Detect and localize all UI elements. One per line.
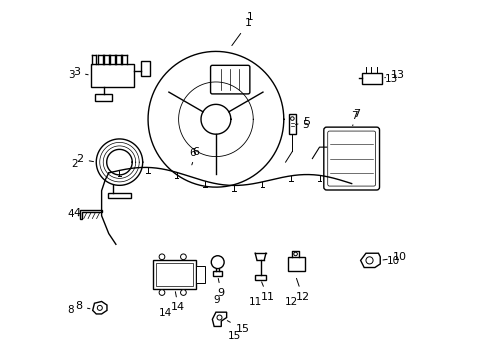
Text: 1: 1 xyxy=(246,13,253,22)
Bar xyxy=(91,64,134,87)
Bar xyxy=(362,73,381,84)
Text: 4: 4 xyxy=(68,209,74,219)
Bar xyxy=(141,61,149,76)
Text: 5: 5 xyxy=(302,120,308,130)
Text: 5: 5 xyxy=(295,117,310,127)
Circle shape xyxy=(180,290,186,296)
Polygon shape xyxy=(360,253,380,267)
Bar xyxy=(108,193,131,198)
Text: 6: 6 xyxy=(191,147,199,165)
Text: 8: 8 xyxy=(67,305,73,315)
FancyBboxPatch shape xyxy=(323,127,379,190)
Circle shape xyxy=(211,256,224,269)
Text: 13: 13 xyxy=(384,70,404,80)
Text: 8: 8 xyxy=(75,301,90,311)
Text: 10: 10 xyxy=(382,252,406,262)
Polygon shape xyxy=(212,312,226,327)
Text: 7: 7 xyxy=(352,109,360,126)
Bar xyxy=(95,94,112,102)
Circle shape xyxy=(180,254,186,260)
Bar xyxy=(288,257,304,271)
Bar xyxy=(213,271,222,276)
Circle shape xyxy=(290,117,294,120)
Text: 9: 9 xyxy=(213,296,220,305)
Bar xyxy=(255,275,265,280)
FancyBboxPatch shape xyxy=(327,131,375,186)
Circle shape xyxy=(159,254,164,260)
Circle shape xyxy=(159,290,164,296)
Text: 15: 15 xyxy=(227,321,249,334)
Text: 10: 10 xyxy=(386,256,400,266)
Bar xyxy=(153,260,196,289)
Text: 7: 7 xyxy=(350,111,357,121)
Text: 3: 3 xyxy=(68,70,74,80)
Text: 3: 3 xyxy=(73,67,88,77)
Text: 6: 6 xyxy=(189,148,196,158)
Polygon shape xyxy=(80,210,102,219)
Text: 4: 4 xyxy=(73,208,80,218)
Text: 15: 15 xyxy=(227,331,241,341)
Bar xyxy=(156,263,193,286)
Circle shape xyxy=(365,257,372,264)
Circle shape xyxy=(293,252,297,256)
Circle shape xyxy=(217,315,222,320)
Polygon shape xyxy=(93,301,107,314)
Text: 14: 14 xyxy=(171,292,185,312)
Text: 13: 13 xyxy=(384,74,398,84)
Text: 2: 2 xyxy=(77,154,93,164)
Text: 11: 11 xyxy=(260,282,274,302)
Text: 1: 1 xyxy=(231,18,251,46)
Text: 2: 2 xyxy=(71,159,78,169)
FancyBboxPatch shape xyxy=(210,65,249,94)
Text: 12: 12 xyxy=(284,297,297,307)
Text: 9: 9 xyxy=(217,278,224,298)
Bar xyxy=(196,266,205,283)
Bar xyxy=(288,114,295,134)
Text: 12: 12 xyxy=(295,278,309,302)
Circle shape xyxy=(97,305,102,310)
Text: 14: 14 xyxy=(159,308,172,318)
Text: 11: 11 xyxy=(249,297,262,307)
